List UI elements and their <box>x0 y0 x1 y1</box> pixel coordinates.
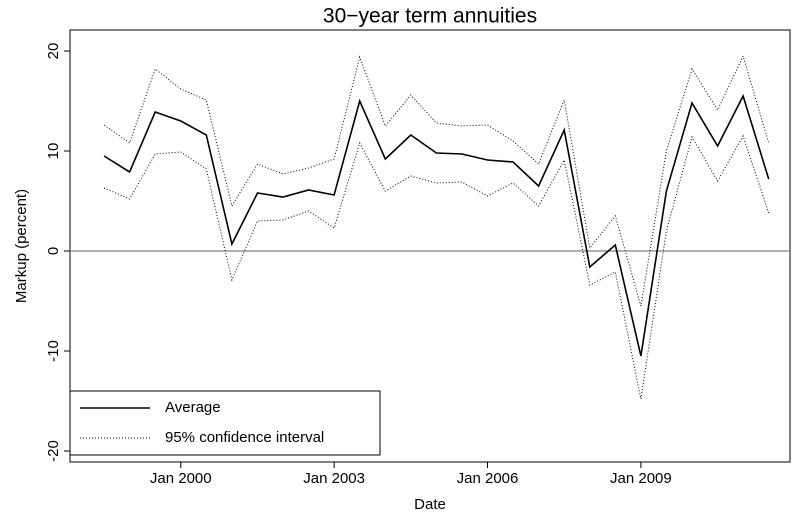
ci-lower-line <box>103 134 770 400</box>
legend-label: Average <box>165 399 221 416</box>
x-tick-label: Jan 2003 <box>303 470 365 487</box>
x-tick-label: Jan 2006 <box>457 470 519 487</box>
legend-box <box>69 390 381 456</box>
y-tick-label: -10 <box>45 340 62 362</box>
legend-label: 95% confidence interval <box>165 429 324 446</box>
x-tick-label: Jan 2009 <box>610 470 672 487</box>
ci-upper-line <box>103 54 770 307</box>
y-tick-label: 20 <box>45 43 62 60</box>
x-tick-label: Jan 2000 <box>150 470 212 487</box>
chart-title: 30−year term annuities <box>323 5 537 28</box>
y-tick-label: 0 <box>45 247 62 255</box>
y-axis-label: Markup (percent) <box>13 189 30 303</box>
average-line <box>103 93 770 357</box>
y-tick-label: 10 <box>45 143 62 160</box>
plot-frame <box>69 29 791 463</box>
x-axis-label: Date <box>414 496 446 513</box>
y-tick-label: -20 <box>45 440 62 462</box>
